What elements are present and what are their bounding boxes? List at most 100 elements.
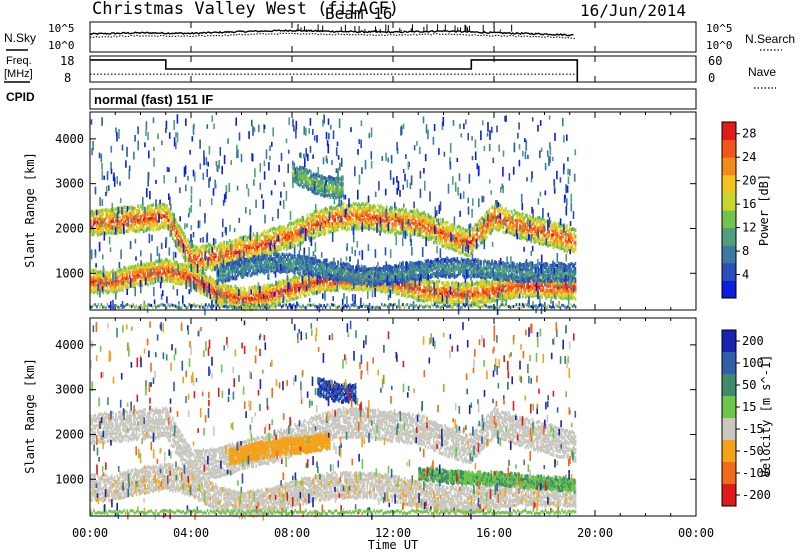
heat-cell bbox=[503, 226, 505, 230]
heat-cell bbox=[425, 213, 427, 217]
heat-cell bbox=[129, 275, 131, 279]
heat-cell bbox=[348, 227, 350, 231]
heat-cell bbox=[415, 290, 417, 294]
heat-cell bbox=[147, 283, 149, 287]
freq-tick-top: 18 bbox=[60, 54, 74, 68]
heat-cell bbox=[169, 259, 171, 263]
heat-cell bbox=[294, 244, 296, 248]
heat-cell bbox=[572, 245, 574, 249]
heat-cell bbox=[454, 225, 456, 229]
heat-cell bbox=[290, 225, 292, 229]
heat-cell bbox=[353, 218, 355, 222]
heat-cell bbox=[472, 249, 474, 253]
cpid-label: CPID bbox=[6, 90, 35, 104]
heat-cell bbox=[476, 232, 478, 236]
date-label: 16/Jun/2014 bbox=[580, 1, 686, 20]
heat-cell bbox=[478, 286, 480, 290]
freq-tick-bottom: 8 bbox=[64, 71, 71, 85]
noise-right-label: N.Search bbox=[745, 32, 795, 46]
noise-right-tick-top: 10^5 bbox=[706, 22, 733, 35]
heat-cell bbox=[325, 229, 327, 233]
heat-cell bbox=[184, 235, 186, 239]
heat-cell bbox=[166, 204, 168, 208]
heat-cell bbox=[379, 209, 381, 213]
heat-cell bbox=[447, 221, 449, 225]
heat-cell bbox=[172, 213, 174, 217]
heat-cell bbox=[139, 211, 141, 215]
heat-cell bbox=[562, 242, 564, 246]
heat-cell bbox=[223, 241, 225, 245]
heat-cell bbox=[575, 235, 577, 239]
heat-cell bbox=[303, 240, 305, 244]
heat-cell bbox=[180, 248, 182, 252]
cpid-text: normal (fast) 151 IF bbox=[94, 92, 213, 107]
heat-cell bbox=[436, 224, 438, 228]
heat-cell bbox=[386, 206, 388, 210]
heat-cell bbox=[439, 280, 441, 284]
heat-cell bbox=[407, 233, 409, 237]
heat-cell bbox=[246, 300, 248, 304]
heat-cell bbox=[286, 299, 288, 303]
heat-cell bbox=[572, 237, 574, 241]
heat-cell bbox=[505, 223, 507, 227]
heat-cell bbox=[522, 212, 524, 216]
heat-cell bbox=[455, 229, 457, 233]
heat-cell bbox=[511, 210, 513, 214]
heat-cell bbox=[103, 212, 105, 216]
nave-label: Nave bbox=[748, 65, 776, 79]
heat-cell bbox=[343, 206, 345, 210]
heat-cell bbox=[240, 287, 242, 291]
heat-cell bbox=[489, 208, 491, 212]
heat-cell bbox=[440, 234, 442, 238]
heat-cell bbox=[415, 220, 417, 224]
heat-cell bbox=[251, 236, 253, 240]
heat-cell bbox=[433, 220, 435, 224]
heat-cell bbox=[201, 251, 203, 255]
heat-cell bbox=[553, 237, 555, 241]
freq-label-line1: Freq. bbox=[6, 55, 32, 67]
heat-cell bbox=[400, 212, 402, 216]
heat-cell bbox=[437, 284, 439, 288]
beam-label: Beam 16 bbox=[325, 4, 392, 23]
heat-cell bbox=[566, 224, 568, 228]
heat-cell bbox=[457, 237, 459, 241]
freq-label-line2: [MHz] bbox=[4, 68, 33, 80]
heat-cell bbox=[494, 211, 496, 215]
heat-cell bbox=[308, 222, 310, 226]
heat-cell bbox=[141, 284, 143, 288]
heat-cell bbox=[308, 293, 310, 297]
heat-cell bbox=[198, 253, 200, 257]
nave-tick-bottom: 0 bbox=[708, 71, 715, 85]
heat-cell bbox=[258, 248, 260, 252]
power-data bbox=[90, 114, 576, 315]
heat-cell bbox=[526, 214, 528, 218]
noise-trace bbox=[90, 24, 575, 39]
heat-cell bbox=[448, 283, 450, 287]
heat-cell bbox=[334, 218, 336, 222]
heat-cell bbox=[297, 296, 299, 300]
heat-cell bbox=[153, 203, 155, 207]
heat-cell bbox=[350, 207, 352, 211]
heat-cell bbox=[396, 223, 398, 227]
heat-cell bbox=[119, 216, 121, 220]
heat-cell bbox=[343, 202, 345, 206]
heat-cell bbox=[486, 236, 488, 240]
heat-cell bbox=[153, 282, 155, 286]
noise-left-tick-top: 10^5 bbox=[48, 22, 75, 35]
heat-cell bbox=[478, 244, 480, 248]
heat-cell bbox=[97, 291, 99, 295]
heat-cell bbox=[505, 207, 507, 211]
heat-cell bbox=[446, 239, 448, 243]
noise-right-tick-bottom: 10^0 bbox=[706, 39, 733, 52]
heat-cell bbox=[133, 210, 135, 214]
heat-cell bbox=[575, 246, 577, 250]
heat-cell bbox=[337, 228, 339, 232]
heat-cell bbox=[300, 295, 302, 299]
heat-cell bbox=[248, 293, 250, 297]
heat-cell bbox=[508, 210, 510, 214]
heat-cell bbox=[557, 229, 559, 233]
noise-panel: N.Sky 10^5 10^0 10^5 10^0 N.Search bbox=[4, 22, 795, 52]
frequency-line bbox=[90, 60, 577, 82]
heat-cell bbox=[418, 291, 420, 295]
